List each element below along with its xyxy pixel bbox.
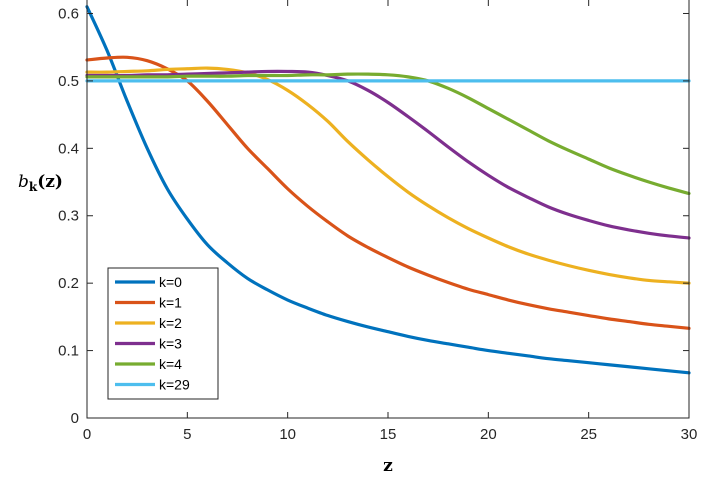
legend-label: k=4 — [159, 356, 182, 372]
y-tick-label: 0.3 — [58, 208, 79, 225]
y-tick-label: 0.2 — [58, 275, 79, 292]
x-axis-label: z — [383, 456, 393, 476]
legend-label: k=29 — [159, 377, 190, 393]
x-tick-label: 5 — [183, 426, 191, 443]
legend: k=0 k=1 k=2 k=3 k=4 k=29 — [107, 267, 219, 400]
x-tick-label: 25 — [580, 426, 597, 443]
y-tick-label: 0.1 — [58, 343, 79, 360]
series-line-k-0 — [85, 5, 691, 375]
legend-label: k=0 — [159, 274, 182, 290]
series-layer — [85, 5, 691, 375]
y-tick-label: 0.4 — [58, 140, 79, 157]
legend-label: k=3 — [159, 336, 182, 352]
y-axis-label-argument: (z) — [37, 172, 63, 192]
y-tick-label: 0.5 — [58, 73, 79, 90]
ticks-layer: 0 5 10 15 20 25 30 0 0.1 0.2 0.3 0.4 0.5 0.6 — [58, 0, 697, 443]
y-tick-label: 0.6 — [58, 5, 79, 22]
x-tick-label: 10 — [279, 426, 296, 443]
x-tick-label: 15 — [380, 426, 397, 443]
y-axis-label-subscript: k — [29, 180, 38, 194]
y-tick-label: 0 — [71, 410, 79, 427]
series-line-k-3 — [85, 69, 691, 240]
x-tick-label: 20 — [480, 426, 497, 443]
y-axis-label-main: b — [18, 172, 29, 192]
legend-label: k=1 — [159, 295, 182, 311]
legend-label: k=2 — [159, 315, 182, 331]
x-tick-label: 0 — [83, 426, 91, 443]
series-line-k-2 — [85, 66, 691, 285]
series-line-k-4 — [85, 72, 691, 196]
x-tick-label: 30 — [681, 426, 698, 443]
legend-box — [107, 267, 219, 400]
y-axis-label: bk(z) — [18, 172, 63, 194]
